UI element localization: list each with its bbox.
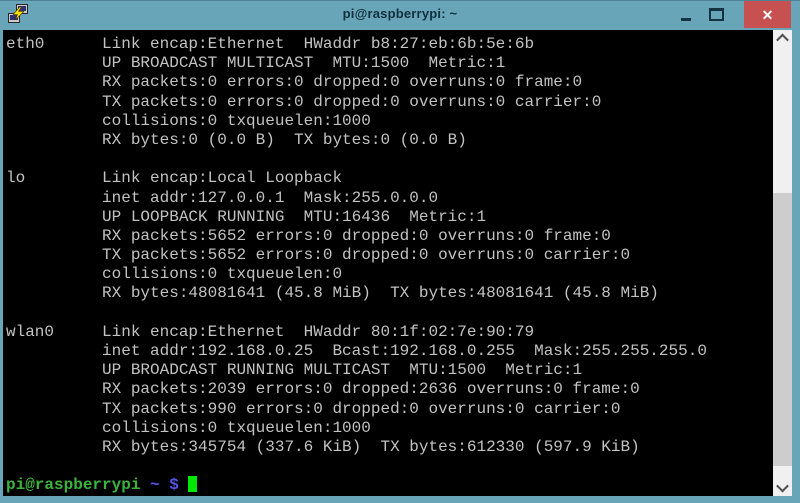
minimize-button[interactable] <box>671 1 701 28</box>
terminal-line: eth0 Link encap:Ethernet HWaddr b8:27:eb… <box>6 35 535 53</box>
terminal-cursor <box>188 476 198 493</box>
terminal-line: RX bytes:48081641 (45.8 MiB) TX bytes:48… <box>6 284 659 303</box>
terminal-line: inet addr:127.0.0.1 Mask:255.0.0.0 <box>6 188 439 207</box>
window-content: eth0 Link encap:Ethernet HWaddr b8:27:eb… <box>3 30 792 496</box>
terminal-line <box>6 150 773 169</box>
terminal-line: collisions:0 txqueuelen:0 <box>6 265 343 284</box>
terminal-line: RX packets:0 errors:0 dropped:0 overruns… <box>6 73 583 92</box>
terminal-line: inet addr:192.168.0.25 Bcast:192.168.0.2… <box>6 342 707 360</box>
terminal-line: RX packets:2039 errors:0 dropped:2636 ov… <box>6 380 640 399</box>
scroll-down-button[interactable] <box>773 479 792 496</box>
terminal-line: TX packets:990 errors:0 dropped:0 overru… <box>6 399 621 418</box>
chevron-down-icon <box>776 479 789 493</box>
terminal-line: wlan0 Link encap:Ethernet HWaddr 80:1f:0… <box>6 322 535 341</box>
terminal-line: RX packets:5652 errors:0 dropped:0 overr… <box>6 226 611 245</box>
terminal-line: UP BROADCAST MULTICAST MTU:1500 Metric:1 <box>6 54 506 73</box>
prompt-user-host: pi@raspberrypi <box>6 476 141 495</box>
lightning-bolt-icon <box>13 7 24 20</box>
terminal-line: UP BROADCAST RUNNING MULTICAST MTU:1500 … <box>6 361 583 380</box>
terminal-line: TX packets:0 errors:0 dropped:0 overruns… <box>6 92 602 111</box>
putty-icon[interactable] <box>8 4 30 26</box>
close-button[interactable]: ✕ <box>744 1 791 28</box>
titlebar[interactable]: pi@raspberrypi: ~ ✕ <box>0 0 800 30</box>
prompt-line: pi@raspberrypi ~ $ <box>6 476 773 495</box>
terminal-line <box>6 304 773 323</box>
terminal-line: RX bytes:0 (0.0 B) TX bytes:0 (0.0 B) <box>6 130 467 149</box>
close-icon: ✕ <box>761 6 774 23</box>
scrollbar-thumb[interactable] <box>773 193 792 466</box>
terminal-line: UP LOOPBACK RUNNING MTU:16436 Metric:1 <box>6 207 487 226</box>
terminal-output[interactable]: eth0 Link encap:Ethernet HWaddr b8:27:eb… <box>3 30 773 496</box>
minimize-icon <box>681 17 691 21</box>
prompt-path-symbol: ~ $ <box>140 476 189 495</box>
chevron-up-icon <box>776 33 789 47</box>
terminal-line: lo Link encap:Local Loopback <box>6 169 343 188</box>
terminal-line: collisions:0 txqueuelen:1000 <box>6 111 371 130</box>
maximize-icon <box>708 8 724 21</box>
terminal-line: RX bytes:345754 (337.6 KiB) TX bytes:612… <box>6 437 640 456</box>
window-controls: ✕ <box>671 0 791 30</box>
scrollbar[interactable] <box>773 30 792 496</box>
terminal-line: collisions:0 txqueuelen:1000 <box>6 418 371 437</box>
maximize-button[interactable] <box>701 1 731 28</box>
terminal-line: TX packets:5652 errors:0 dropped:0 overr… <box>6 246 631 265</box>
scroll-up-button[interactable] <box>773 30 792 47</box>
terminal-line <box>6 457 773 476</box>
